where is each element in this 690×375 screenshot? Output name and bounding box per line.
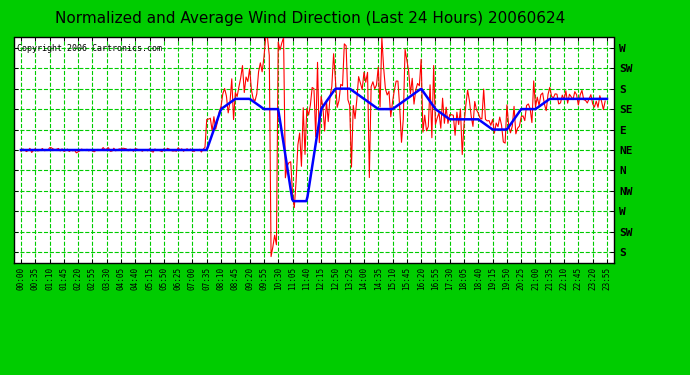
Text: Copyright 2006 Cartronics.com: Copyright 2006 Cartronics.com (17, 44, 161, 53)
Text: Normalized and Average Wind Direction (Last 24 Hours) 20060624: Normalized and Average Wind Direction (L… (55, 11, 566, 26)
